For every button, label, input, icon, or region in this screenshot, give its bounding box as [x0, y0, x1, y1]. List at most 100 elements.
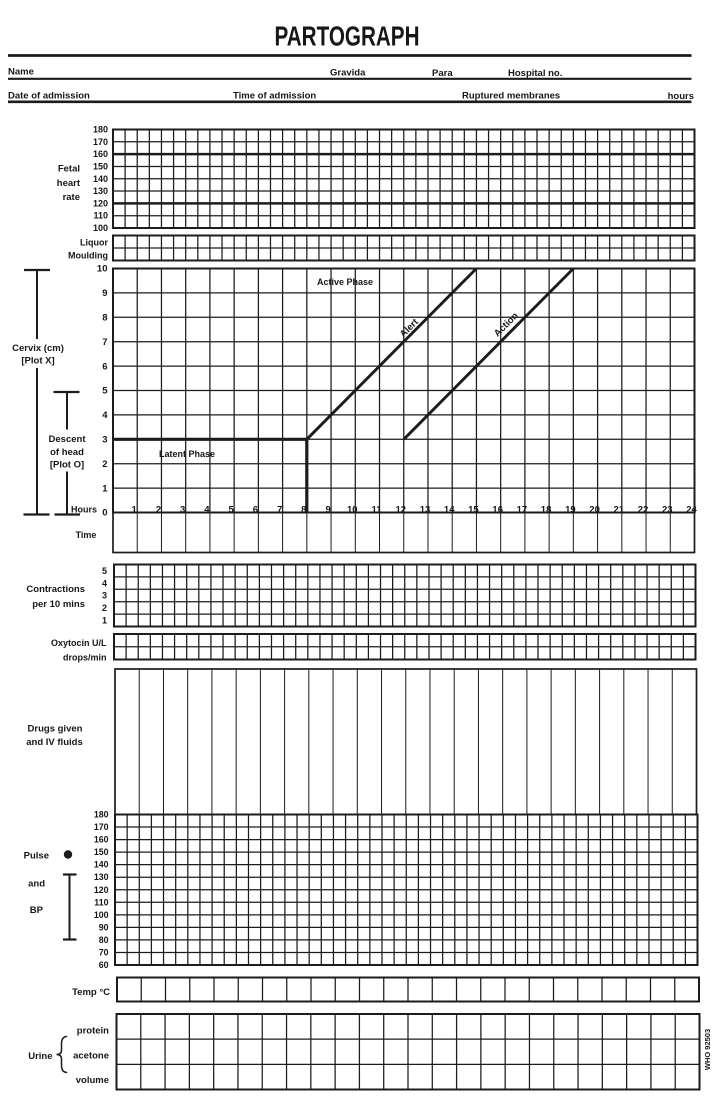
svg-text:130: 130 [94, 872, 109, 882]
svg-text:20: 20 [589, 504, 600, 515]
svg-text:Cervix (cm): Cervix (cm) [12, 343, 64, 354]
svg-text:Active Phase: Active Phase [317, 277, 373, 287]
svg-text:160: 160 [93, 149, 108, 159]
svg-text:13: 13 [420, 504, 431, 515]
svg-text:70: 70 [99, 947, 109, 957]
svg-text:140: 140 [93, 174, 108, 184]
svg-text:of head: of head [50, 447, 84, 458]
svg-text:150: 150 [93, 161, 108, 171]
svg-text:100: 100 [93, 223, 108, 233]
svg-text:22: 22 [638, 504, 649, 515]
svg-text:Hospital no.: Hospital no. [508, 68, 562, 79]
svg-text:Date of admission: Date of admission [8, 91, 90, 102]
svg-text:120: 120 [94, 885, 109, 895]
svg-text:7: 7 [102, 337, 107, 348]
svg-text:80: 80 [99, 935, 109, 945]
svg-text:23: 23 [662, 504, 673, 515]
svg-text:Hours: Hours [71, 504, 97, 514]
svg-text:1: 1 [102, 483, 108, 494]
svg-text:3: 3 [102, 591, 107, 601]
svg-text:1: 1 [102, 616, 107, 626]
svg-text:PARTOGRAPH: PARTOGRAPH [275, 21, 420, 52]
svg-text:10: 10 [347, 504, 358, 515]
svg-text:per 10 mins: per 10 mins [32, 599, 85, 610]
svg-text:drops/min: drops/min [63, 653, 107, 663]
svg-text:5: 5 [228, 504, 234, 515]
svg-text:7: 7 [277, 504, 282, 515]
svg-text:4: 4 [102, 578, 107, 588]
svg-text:14: 14 [444, 504, 455, 515]
svg-text:acetone: acetone [73, 1051, 109, 1062]
svg-text:140: 140 [94, 860, 109, 870]
svg-text:16: 16 [492, 504, 503, 515]
svg-text:170: 170 [93, 137, 108, 147]
svg-text:9: 9 [325, 504, 330, 515]
svg-text:hours: hours [668, 91, 694, 102]
svg-text:1: 1 [132, 504, 138, 515]
svg-text:Fetal: Fetal [58, 164, 80, 175]
svg-text:10: 10 [97, 264, 108, 275]
svg-text:rate: rate [63, 192, 80, 203]
svg-text:6: 6 [102, 361, 107, 372]
svg-text:5: 5 [102, 566, 107, 576]
svg-text:18: 18 [541, 504, 552, 515]
svg-text:Drugs given: Drugs given [28, 724, 83, 735]
svg-text:2: 2 [156, 504, 161, 515]
svg-text:2: 2 [102, 603, 107, 613]
svg-text:6: 6 [253, 504, 258, 515]
svg-text:90: 90 [99, 922, 109, 932]
svg-text:Oxytocin U/L: Oxytocin U/L [51, 638, 107, 648]
svg-text:Urine: Urine [28, 1051, 52, 1062]
svg-text:BP: BP [30, 905, 44, 916]
svg-text:110: 110 [93, 211, 108, 221]
svg-text:volume: volume [76, 1075, 109, 1086]
svg-text:0: 0 [102, 508, 107, 519]
svg-text:120: 120 [93, 198, 108, 208]
svg-text:[Plot X]: [Plot X] [21, 356, 54, 367]
svg-text:160: 160 [94, 835, 109, 845]
svg-text:17: 17 [517, 504, 528, 515]
svg-text:8: 8 [102, 313, 107, 324]
svg-text:WHO 92503: WHO 92503 [703, 1029, 712, 1070]
svg-text:60: 60 [99, 960, 109, 970]
svg-text:15: 15 [468, 504, 479, 515]
svg-text:5: 5 [102, 386, 108, 397]
svg-text:Pulse: Pulse [24, 851, 49, 862]
svg-text:Gravida: Gravida [330, 68, 366, 79]
svg-text:Temp °C: Temp °C [72, 987, 110, 998]
svg-text:4: 4 [102, 410, 108, 421]
svg-text:9: 9 [102, 288, 107, 299]
svg-text:3: 3 [102, 435, 107, 446]
svg-text:180: 180 [94, 810, 109, 820]
svg-text:130: 130 [93, 186, 108, 196]
svg-text:Time: Time [76, 530, 97, 540]
svg-text:100: 100 [94, 910, 109, 920]
svg-text:110: 110 [94, 897, 108, 907]
svg-text:150: 150 [94, 847, 109, 857]
svg-text:Moulding: Moulding [68, 251, 108, 261]
svg-text:170: 170 [94, 822, 109, 832]
svg-text:Para: Para [432, 68, 453, 79]
svg-text:24: 24 [686, 504, 697, 515]
svg-text:and IV fluids: and IV fluids [26, 737, 82, 748]
svg-text:3: 3 [180, 504, 185, 515]
svg-text:Liquor: Liquor [80, 238, 108, 248]
svg-text:8: 8 [301, 504, 306, 515]
svg-text:protein: protein [77, 1026, 109, 1037]
svg-text:Latent Phase: Latent Phase [159, 449, 215, 459]
svg-text:180: 180 [93, 125, 108, 135]
svg-text:Name: Name [8, 67, 34, 78]
svg-text:12: 12 [396, 504, 407, 515]
svg-text:Contractions: Contractions [26, 584, 85, 595]
svg-text:Ruptured membranes: Ruptured membranes [462, 91, 560, 102]
svg-text:19: 19 [565, 504, 576, 515]
svg-text:and: and [28, 879, 45, 890]
svg-text:heart: heart [57, 178, 81, 189]
svg-text:11: 11 [371, 504, 382, 515]
svg-text:Descent: Descent [49, 434, 87, 445]
svg-text:Time of admission: Time of admission [233, 91, 316, 102]
svg-text:21: 21 [614, 504, 625, 515]
svg-text:[Plot O]: [Plot O] [50, 460, 84, 471]
svg-text:4: 4 [204, 504, 210, 515]
svg-text:2: 2 [102, 459, 107, 470]
